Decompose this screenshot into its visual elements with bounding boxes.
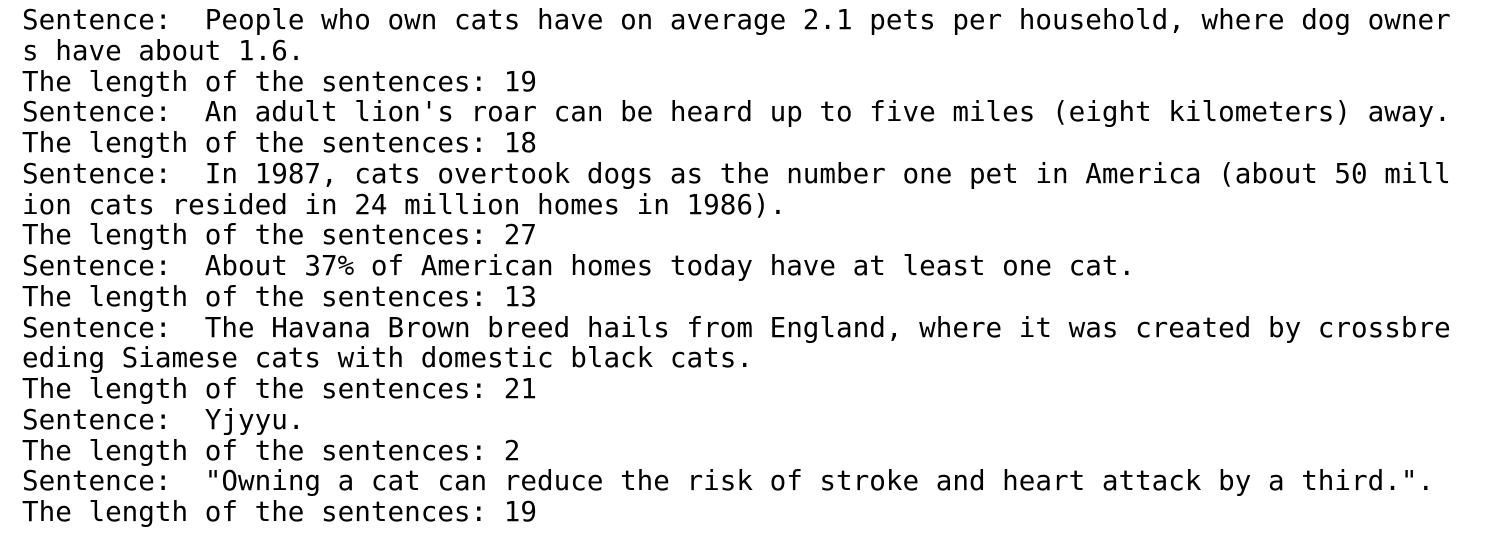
- sentence-text: About 37% of American homes today have a…: [204, 249, 1136, 282]
- sentence-line: Sentence: People who own cats have on av…: [22, 3, 1451, 67]
- length-label: The length of the sentences:: [22, 218, 488, 252]
- sentence-text: The Havana Brown breed hails from Englan…: [22, 310, 1451, 375]
- sentence-line: Sentence: An adult lion's roar can be he…: [22, 95, 1451, 129]
- sentence-line: Sentence: "Owning a cat can reduce the r…: [22, 464, 1451, 498]
- sentence-label: Sentence:: [22, 156, 172, 190]
- length-line: The length of the sentences: 18: [22, 126, 1451, 159]
- length-line: The length of the sentences: 27: [22, 218, 1451, 252]
- console-output: Sentence: People who own cats have on av…: [22, 3, 1451, 528]
- sentence-text: An adult lion's roar can be heard up to …: [204, 95, 1451, 129]
- sentence-text: Yjyyu.: [204, 402, 305, 436]
- sentence-label: Sentence:: [22, 95, 172, 129]
- length-line: The length of the sentences: 19: [22, 64, 1451, 98]
- length-value: 19: [503, 495, 538, 528]
- length-value: 27: [503, 218, 538, 252]
- length-label: The length of the sentences:: [22, 279, 488, 313]
- length-value: 18: [503, 126, 538, 159]
- length-value: 13: [503, 279, 538, 313]
- length-line: The length of the sentences: 13: [22, 279, 1451, 313]
- sentence-line: Sentence: About 37% of American homes to…: [22, 249, 1451, 282]
- length-line: The length of the sentences: 19: [22, 495, 1451, 528]
- length-label: The length of the sentences:: [22, 64, 488, 98]
- length-label: The length of the sentences:: [22, 433, 488, 467]
- sentence-line: Sentence: In 1987, cats overtook dogs as…: [22, 156, 1451, 221]
- length-line: The length of the sentences: 21: [22, 372, 1451, 405]
- sentence-line: Sentence: Yjyyu.: [22, 402, 1451, 436]
- length-value: 19: [503, 64, 538, 98]
- sentence-text: People who own cats have on average 2.1 …: [22, 3, 1451, 67]
- length-value: 2: [503, 433, 521, 467]
- sentence-line: Sentence: The Havana Brown breed hails f…: [22, 310, 1451, 375]
- sentence-text: "Owning a cat can reduce the risk of str…: [204, 464, 1435, 498]
- sentence-label: Sentence:: [22, 3, 172, 36]
- sentence-label: Sentence:: [22, 249, 172, 282]
- length-label: The length of the sentences:: [22, 126, 488, 159]
- length-value: 21: [503, 372, 538, 405]
- sentence-label: Sentence:: [22, 464, 172, 498]
- length-line: The length of the sentences: 2: [22, 433, 1451, 467]
- sentence-text: In 1987, cats overtook dogs as the numbe…: [22, 156, 1451, 221]
- sentence-label: Sentence:: [22, 402, 172, 436]
- length-label: The length of the sentences:: [22, 495, 488, 528]
- length-label: The length of the sentences:: [22, 372, 488, 405]
- sentence-label: Sentence:: [22, 310, 172, 344]
